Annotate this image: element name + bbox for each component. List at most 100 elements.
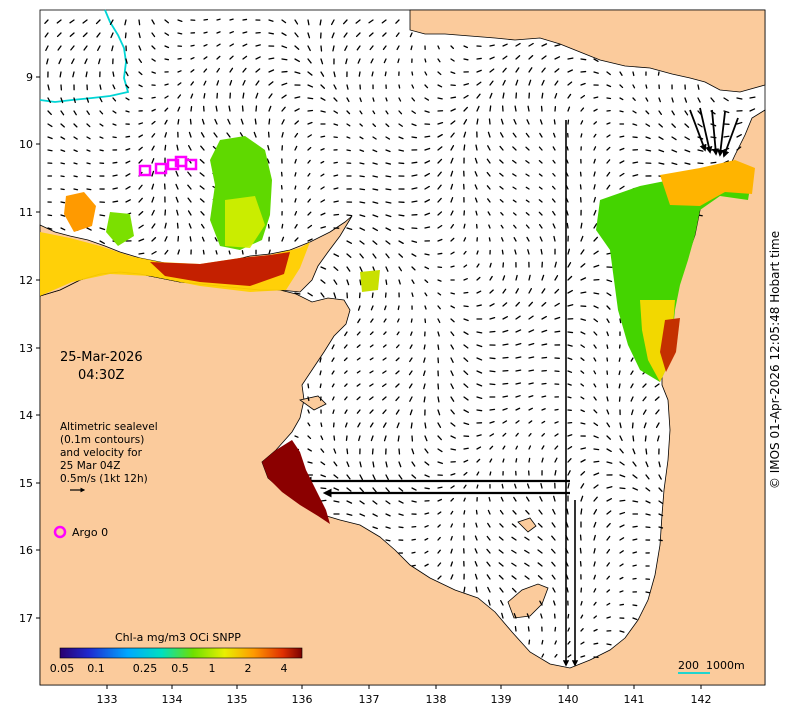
current-vector	[580, 628, 584, 632]
current-vector	[554, 433, 559, 437]
current-vector	[489, 317, 496, 320]
current-vector	[164, 119, 168, 125]
current-vector	[450, 58, 455, 62]
current-vector	[187, 171, 192, 177]
current-vector	[423, 383, 426, 390]
current-vector	[489, 408, 496, 411]
current-vector	[538, 211, 543, 216]
current-vector	[307, 422, 311, 427]
argo-float-1	[138, 164, 152, 177]
current-vector	[359, 110, 363, 115]
colorbar-tick-label: 0.5	[171, 662, 189, 675]
current-vector	[47, 227, 53, 230]
current-vector	[476, 105, 480, 112]
current-vector	[515, 329, 522, 333]
current-vector	[593, 108, 598, 112]
current-vector	[580, 235, 584, 242]
current-vector	[580, 383, 585, 387]
current-vector	[73, 110, 77, 116]
current-vector	[567, 304, 574, 307]
current-vector	[537, 575, 543, 580]
current-vector	[411, 461, 416, 467]
current-vector	[606, 159, 611, 164]
current-vector	[44, 19, 49, 24]
current-vector	[541, 457, 544, 463]
current-vector	[395, 32, 400, 38]
current-vector	[502, 420, 508, 424]
current-vector	[526, 236, 530, 242]
current-vector	[124, 19, 127, 26]
current-vector	[606, 510, 612, 515]
current-vector	[580, 344, 585, 348]
current-vector	[567, 370, 573, 373]
current-vector	[319, 383, 322, 389]
current-vector	[69, 19, 75, 24]
current-vector	[511, 536, 517, 541]
current-vector	[632, 564, 637, 567]
current-vector	[632, 174, 639, 177]
current-vector	[567, 357, 573, 360]
current-vector	[513, 118, 517, 125]
current-vector	[671, 162, 678, 166]
current-vector	[450, 510, 454, 515]
current-vector	[525, 199, 530, 203]
current-vector	[658, 461, 661, 468]
current-vector	[463, 484, 467, 489]
current-vector	[411, 551, 416, 554]
current-vector	[229, 79, 233, 86]
current-vector	[593, 318, 599, 323]
current-vector	[385, 461, 388, 468]
current-vector	[294, 120, 299, 125]
current-vector	[645, 136, 651, 140]
current-vector	[268, 81, 274, 86]
current-vector	[437, 211, 443, 216]
current-vector	[424, 422, 427, 429]
current-vector	[359, 487, 365, 493]
current-vector	[437, 197, 442, 203]
current-vector	[580, 58, 587, 61]
current-vector	[476, 471, 480, 476]
current-vector	[552, 210, 556, 216]
current-vector	[190, 105, 193, 112]
current-vector	[476, 344, 483, 348]
current-vector	[46, 58, 49, 65]
current-vector	[474, 561, 478, 567]
current-vector	[397, 58, 400, 64]
current-vector	[541, 408, 546, 411]
conv-arrow-3	[711, 109, 720, 156]
current-vector	[385, 110, 389, 115]
current-vector	[176, 144, 179, 151]
current-vector	[320, 292, 325, 298]
current-vector	[411, 474, 417, 479]
current-vector	[593, 121, 597, 125]
current-vector	[487, 509, 491, 515]
current-vector	[333, 292, 337, 299]
current-vector	[201, 236, 205, 242]
current-vector	[151, 183, 155, 190]
current-vector	[475, 210, 478, 216]
current-vector	[372, 123, 377, 128]
current-vector	[514, 625, 517, 632]
current-vector	[331, 32, 335, 39]
current-vector	[294, 185, 297, 190]
current-vector	[333, 448, 337, 454]
current-vector	[138, 58, 143, 63]
current-vector	[515, 342, 522, 346]
current-vector	[476, 81, 482, 86]
current-vector	[502, 343, 509, 346]
current-vector	[658, 513, 664, 517]
current-vector	[476, 446, 482, 450]
current-vector	[125, 173, 131, 177]
current-vector	[164, 222, 167, 229]
current-vector	[580, 614, 584, 619]
current-vector	[112, 97, 117, 102]
current-vector	[593, 448, 600, 451]
current-vector	[632, 435, 635, 442]
current-vector	[540, 248, 543, 255]
current-vector	[539, 132, 543, 138]
current-vector	[372, 97, 375, 102]
current-vector	[395, 383, 400, 388]
current-vector	[463, 422, 470, 426]
current-vector	[566, 222, 569, 229]
current-vector	[593, 71, 599, 74]
